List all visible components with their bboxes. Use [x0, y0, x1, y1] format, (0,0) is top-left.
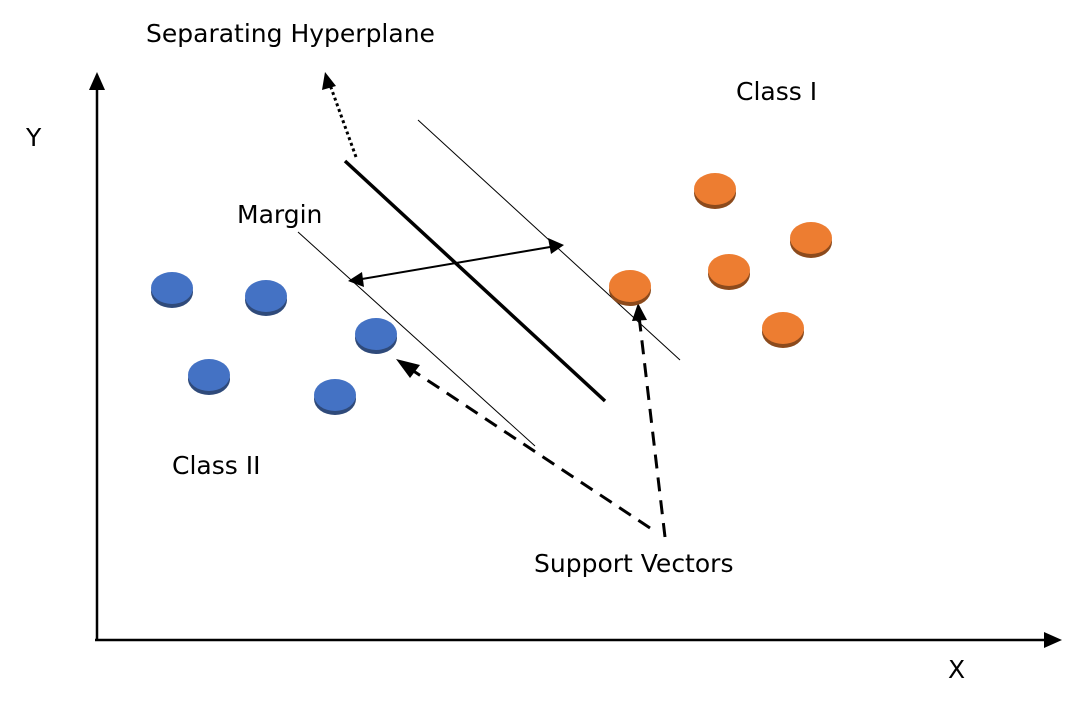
class-one-point — [694, 173, 736, 209]
support-vector-arrow-class-one — [637, 315, 667, 538]
class-two-point — [245, 280, 287, 316]
y-axis-label: Y — [25, 123, 42, 152]
class-one-support-vector — [609, 270, 651, 306]
x-axis-label: X — [948, 655, 965, 684]
support-vector-arrowhead-class-one — [632, 303, 647, 321]
margin-arrowhead-left — [348, 272, 364, 287]
class-two-point — [314, 379, 356, 415]
class-one-points — [609, 173, 832, 348]
support-vectors-label: Support Vectors — [534, 549, 733, 578]
x-axis-arrowhead — [1044, 632, 1062, 648]
class-two-point — [188, 359, 230, 395]
class-one-point — [708, 254, 750, 290]
class-one-point — [762, 312, 804, 348]
class-one-point — [790, 222, 832, 258]
margin-double-arrow — [355, 245, 557, 281]
support-vector-arrowhead-class-two — [396, 359, 420, 378]
y-axis-arrowhead — [89, 72, 105, 90]
separating-hyperplane-label: Separating Hyperplane — [146, 19, 435, 48]
class-two-points — [151, 272, 397, 415]
class-two-label: Class II — [172, 451, 260, 480]
separating-hyperplane-line — [343, 159, 607, 403]
class-two-point — [151, 272, 193, 308]
class-one-label: Class I — [736, 77, 817, 106]
support-vector-arrow-class-two — [405, 364, 651, 530]
margin-arrowhead-right — [548, 238, 564, 254]
margin-label: Margin — [237, 200, 322, 229]
class-two-support-vector — [355, 318, 397, 354]
hyperplane-pointer-arrowhead — [322, 72, 336, 90]
hyperplane-pointer-arrow — [327, 81, 358, 158]
margin-boundary-class-two — [297, 231, 536, 447]
